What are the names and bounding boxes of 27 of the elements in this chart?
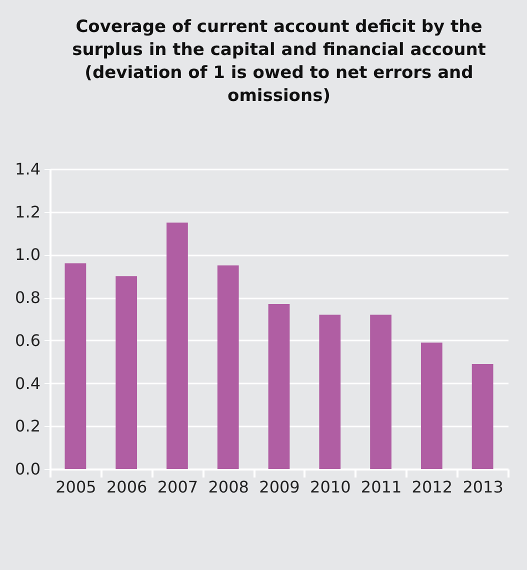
bar [116, 276, 138, 469]
x-tick-label: 2009 [259, 478, 300, 496]
y-tick-label: 1.2 [15, 202, 40, 222]
bar [64, 263, 86, 469]
chart-title: Coverage of current account deficit by the surplus in the capital and financial account (deviation of 1 is owed to net errors and omissions) [72, 17, 486, 106]
y-tick-label: 0.2 [15, 416, 40, 436]
x-tick-label: 2006 [106, 478, 148, 496]
x-tick-label: 2007 [157, 478, 198, 496]
x-tick-label: 2010 [310, 478, 351, 496]
y-tick-label: 1.0 [15, 245, 40, 264]
x-tick-label: 2008 [208, 478, 249, 496]
bar [420, 342, 442, 469]
y-tick-label: 0.8 [15, 288, 40, 308]
y-tick-label: 0.0 [15, 460, 40, 478]
bar [370, 314, 392, 469]
bar [166, 222, 188, 469]
bar [268, 304, 290, 469]
x-tick-label: 2013 [462, 478, 504, 496]
x-tick-label: 2005 [56, 478, 96, 496]
y-tick-label: 0.4 [15, 374, 40, 393]
bar [217, 265, 239, 469]
x-tick-label: 2011 [360, 478, 402, 496]
x-tick-label: 2012 [412, 478, 453, 496]
bar [319, 314, 341, 469]
bar [472, 364, 494, 469]
y-tick-label: 1.4 [15, 160, 40, 178]
y-tick-label: 0.6 [15, 330, 40, 350]
